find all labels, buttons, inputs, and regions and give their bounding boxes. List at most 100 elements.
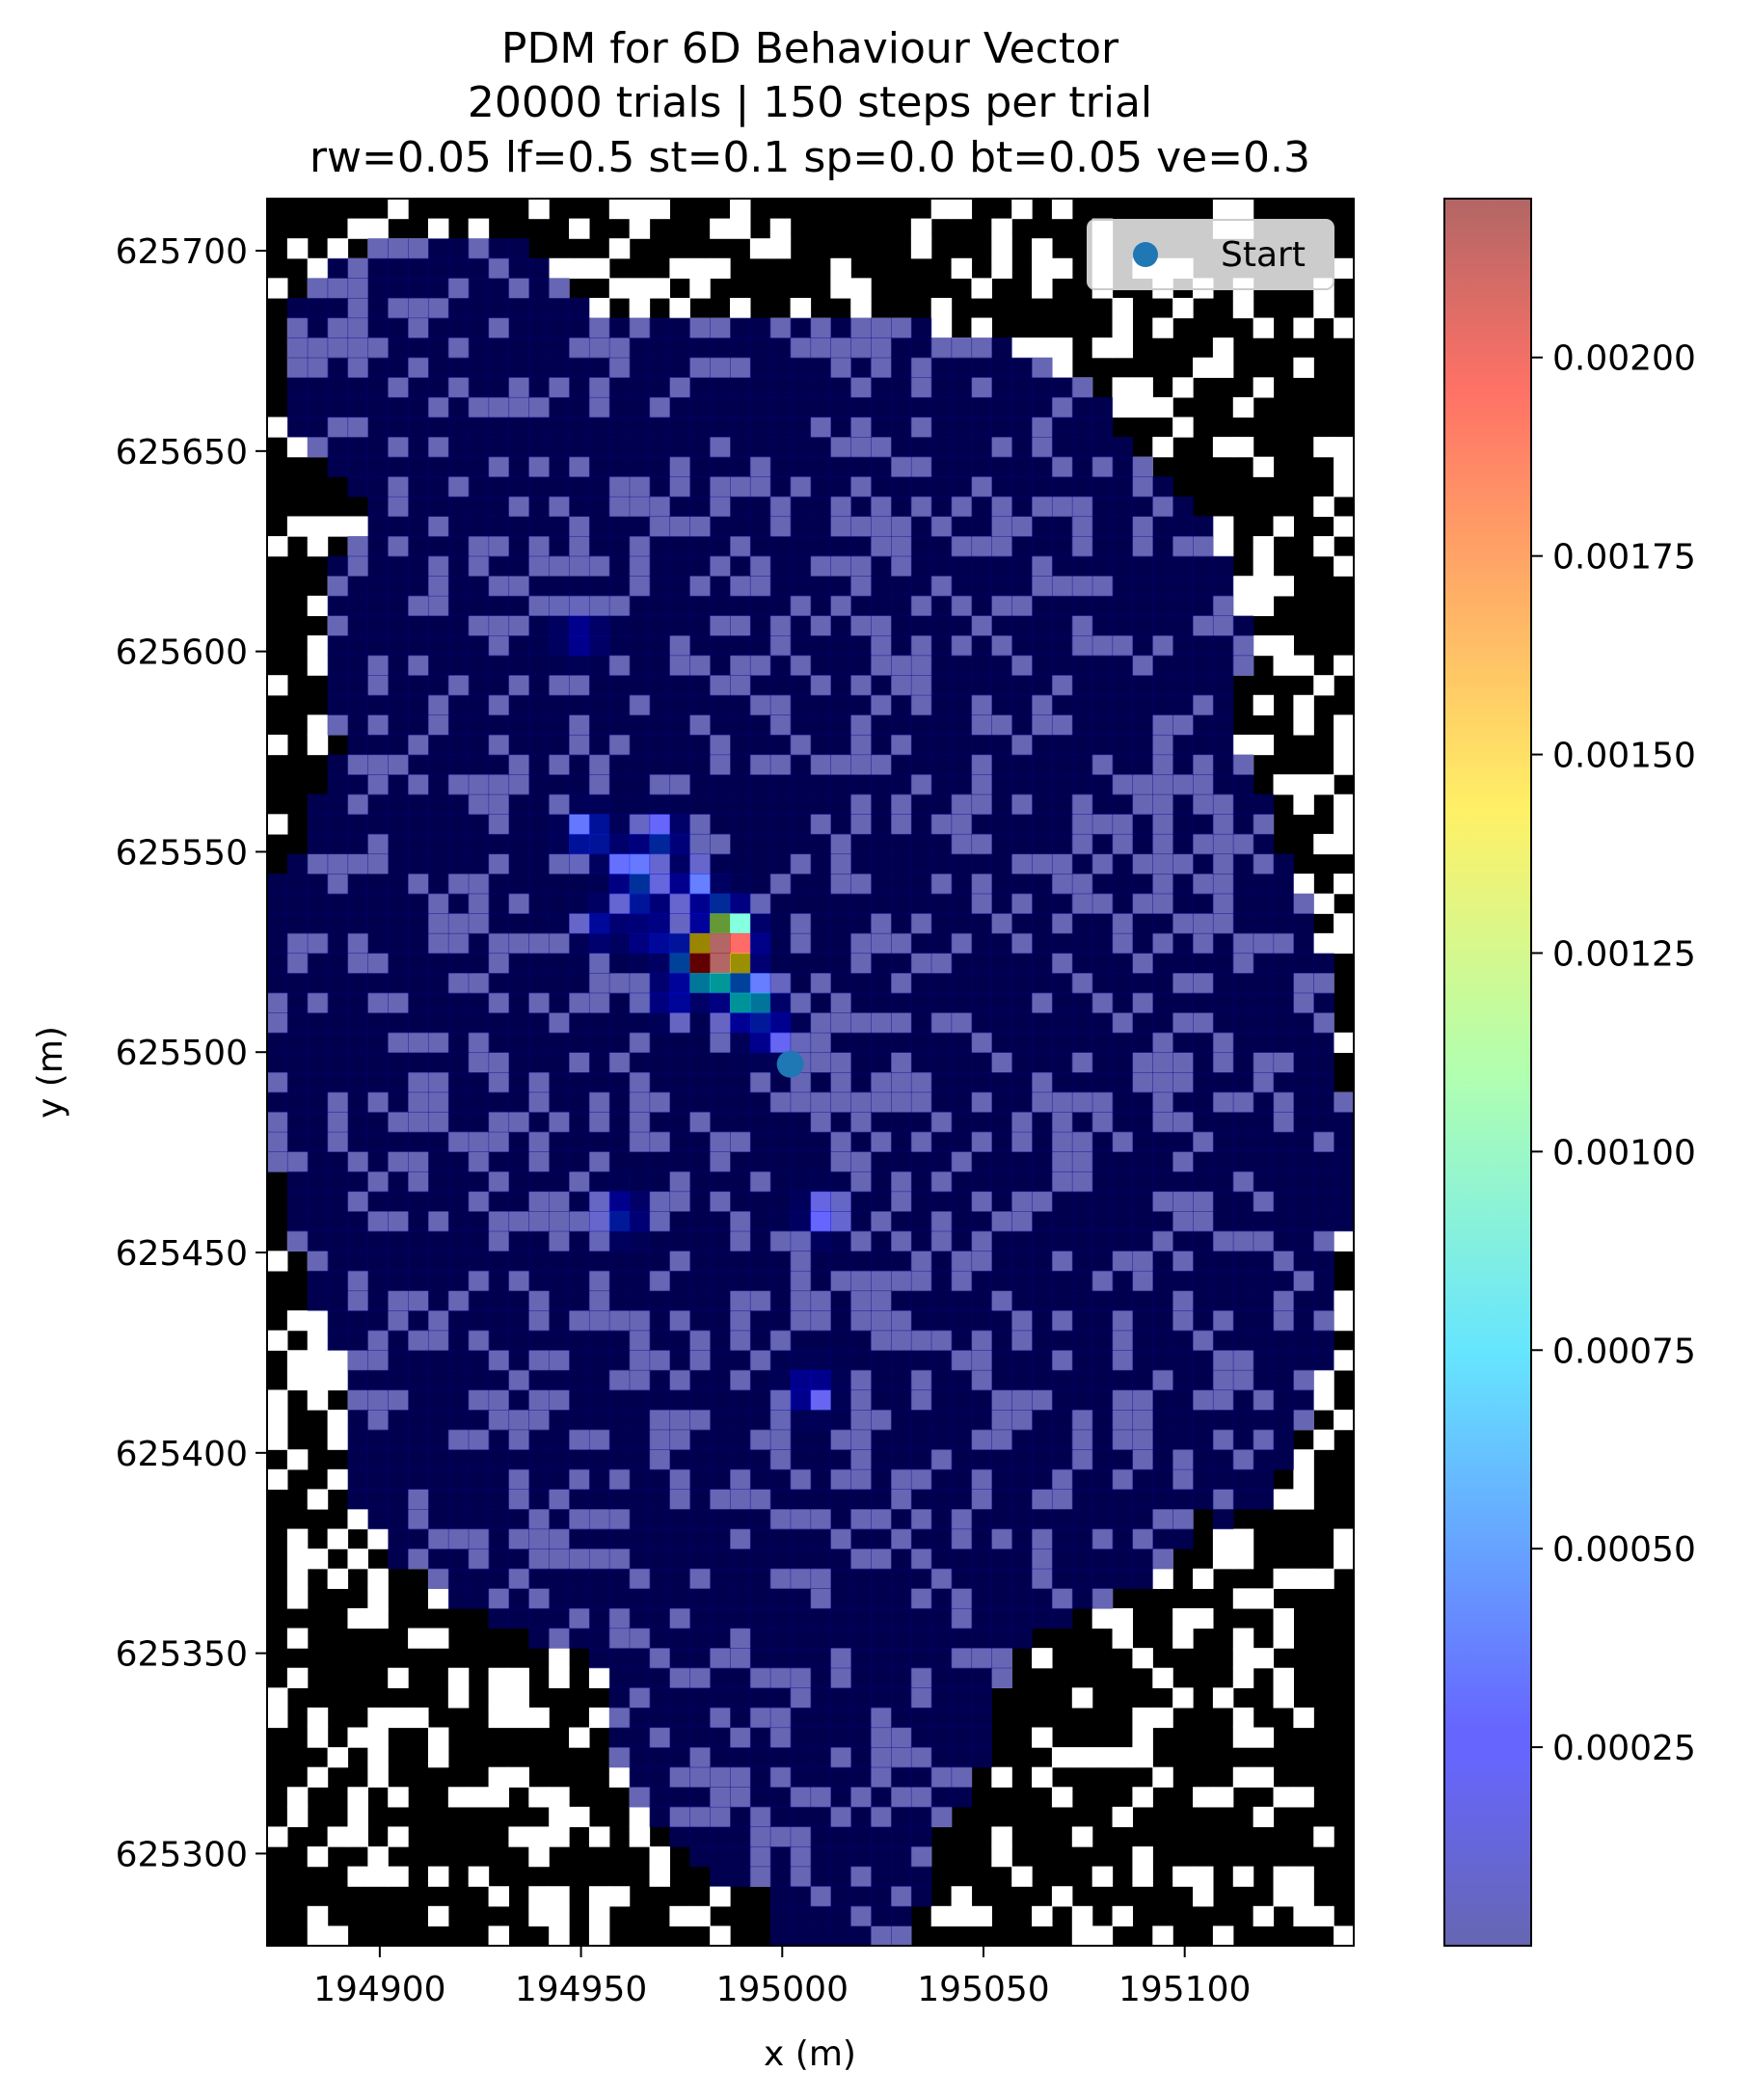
heat-cell	[608, 1171, 631, 1193]
heat-cell	[468, 1330, 490, 1351]
heat-cell	[790, 1211, 812, 1232]
heat-cell	[769, 1410, 792, 1431]
heat-cell	[749, 456, 771, 477]
terrain-cell	[1193, 357, 1214, 378]
heat-cell	[629, 1468, 651, 1491]
heat-cell	[528, 1191, 550, 1212]
heat-cell	[1071, 675, 1093, 696]
heat-cell	[830, 1151, 851, 1172]
heat-cell	[488, 675, 510, 696]
heat-cell	[971, 774, 992, 795]
terrain-cell	[710, 1925, 731, 1946]
terrain-cell	[1051, 337, 1073, 359]
heat-cell	[749, 1429, 771, 1450]
heat-cell	[1172, 1072, 1194, 1093]
heat-cell	[447, 615, 470, 636]
heat-cell	[468, 257, 490, 279]
heat-cell	[971, 615, 992, 636]
heat-cell	[528, 874, 550, 895]
heat-cell	[1032, 1171, 1053, 1193]
heat-cell	[930, 1568, 953, 1589]
heat-cell	[347, 992, 368, 1013]
heat-cell	[769, 833, 792, 855]
heat-cell	[549, 794, 570, 815]
heat-cell	[488, 576, 510, 597]
heat-cell	[1071, 1528, 1093, 1549]
heat-cell	[447, 1509, 470, 1530]
terrain-cell	[388, 1866, 409, 1887]
heat-cell	[689, 1191, 711, 1212]
heat-cell	[488, 615, 510, 636]
heat-cell	[327, 675, 349, 696]
terrain-cell	[1232, 1707, 1254, 1729]
heat-cell	[971, 1270, 992, 1292]
heat-cell	[689, 794, 711, 815]
heat-cell	[890, 1032, 912, 1054]
heat-cell	[1313, 1191, 1334, 1212]
heat-cell	[588, 992, 610, 1013]
heat-cell	[347, 1112, 368, 1133]
heat-cell	[649, 1468, 671, 1491]
heat-cell	[347, 1052, 368, 1073]
heat-cell	[810, 1925, 831, 1946]
heat-cell	[730, 1112, 751, 1133]
terrain-cell	[569, 1727, 590, 1748]
heat-cell	[1273, 1369, 1294, 1391]
heat-cell	[1172, 1112, 1194, 1133]
heat-cell	[267, 1131, 288, 1152]
heat-cell	[669, 1032, 690, 1054]
heat-cell	[991, 754, 1012, 775]
heat-cell	[871, 1270, 892, 1292]
heat-cell	[347, 694, 368, 715]
heat-cell	[790, 1568, 812, 1589]
heat-cell	[286, 1230, 309, 1252]
heat-cell	[488, 992, 510, 1013]
heat-cell	[730, 357, 751, 378]
heat-cell	[850, 1648, 872, 1669]
heat-cell	[991, 437, 1012, 458]
heat-cell	[790, 932, 812, 955]
heat-cell	[629, 893, 651, 914]
heat-cell	[971, 853, 992, 875]
heat-cell	[1172, 992, 1194, 1013]
heat-cell	[1313, 1171, 1334, 1193]
heat-cell	[850, 1350, 872, 1371]
heat-cell	[1152, 833, 1173, 855]
heat-cell	[408, 1151, 429, 1172]
heat-cell	[388, 932, 409, 955]
heat-cell	[910, 456, 932, 477]
heat-cell	[408, 1350, 429, 1371]
heat-cell	[408, 1489, 429, 1510]
heat-cell	[347, 774, 368, 795]
heat-cell	[991, 1072, 1012, 1093]
heat-cell	[730, 1310, 751, 1332]
heat-cell	[871, 1072, 892, 1093]
heat-cell	[871, 1350, 892, 1371]
heat-cell	[608, 655, 631, 676]
heat-cell	[608, 1628, 631, 1649]
heat-cell	[769, 1131, 792, 1152]
heat-cell	[769, 1747, 792, 1768]
terrain-cell	[930, 317, 953, 338]
heat-cell	[267, 1012, 288, 1034]
terrain-cell	[991, 218, 1012, 239]
heat-cell	[769, 1330, 792, 1351]
heat-cell	[508, 1230, 529, 1252]
heat-cell	[730, 814, 751, 835]
heat-cell	[790, 496, 812, 518]
heat-cell	[930, 1230, 953, 1252]
heat-cell	[749, 1826, 771, 1847]
heat-cell	[629, 595, 651, 617]
heat-cell	[1011, 1410, 1033, 1431]
heat-cell	[749, 1866, 771, 1887]
heat-cell	[549, 496, 570, 518]
heat-cell	[1193, 675, 1214, 696]
heat-cell	[549, 1131, 570, 1152]
heat-cell	[850, 417, 872, 438]
heat-cell	[1132, 1112, 1153, 1133]
heat-cell	[588, 536, 610, 557]
heat-cell	[508, 317, 529, 338]
heat-cell	[286, 357, 309, 378]
heat-cell	[388, 1350, 409, 1371]
heat-cell	[1152, 1449, 1173, 1470]
